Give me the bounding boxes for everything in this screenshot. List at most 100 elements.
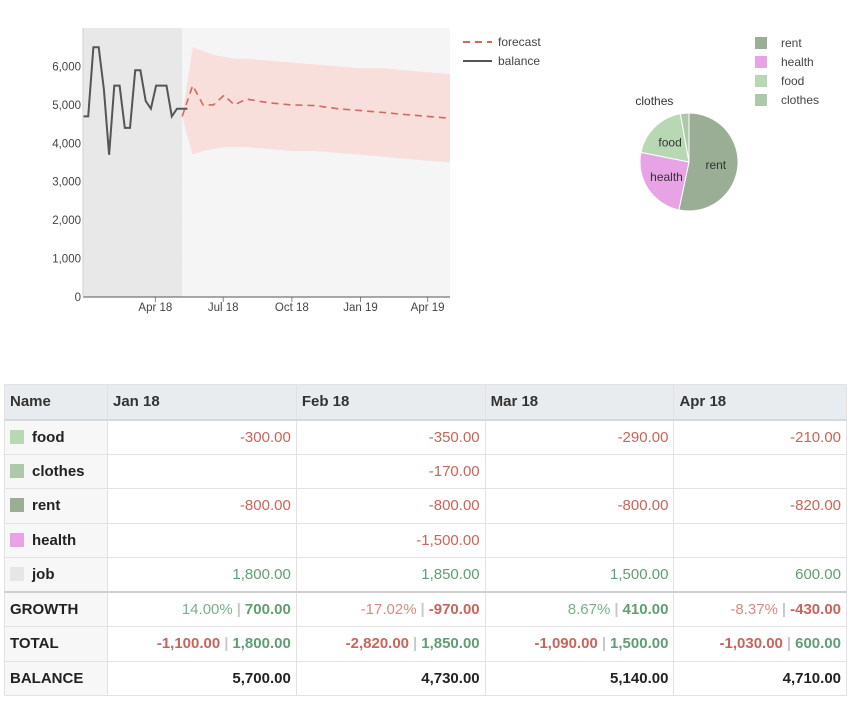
category-cell[interactable]: health xyxy=(4,522,108,558)
growth-label: GROWTH xyxy=(4,591,108,627)
table-row: rent -800.00 -800.00 -800.00 -820.00 xyxy=(4,488,847,524)
amount-cell[interactable]: -800.00 xyxy=(484,488,675,524)
y-tick-label: 4,000 xyxy=(52,138,81,150)
column-header-month[interactable]: Jan 18 xyxy=(107,384,297,421)
amount-cell[interactable]: -170.00 xyxy=(295,453,486,489)
amount-value: -820.00 xyxy=(790,497,841,515)
amount-cell[interactable]: -1,500.00 xyxy=(295,522,486,558)
pie-legend-label[interactable]: clothes xyxy=(781,93,819,107)
amount-cell[interactable] xyxy=(107,453,297,489)
pie-slice-clothes[interactable] xyxy=(679,112,690,163)
growth-percent: -17.02% xyxy=(360,601,417,618)
balance-cell[interactable]: 4,730.00 xyxy=(295,660,486,696)
y-tick-label: 2,000 xyxy=(52,215,81,227)
pie-legend-label[interactable]: food xyxy=(781,74,804,88)
legend-label[interactable]: balance xyxy=(498,54,540,68)
amount-value: -800.00 xyxy=(617,497,669,515)
amount-cell[interactable] xyxy=(107,522,297,558)
growth-amount: 700.00 xyxy=(244,601,291,618)
category-name: clothes xyxy=(32,462,85,480)
growth-amount: -970.00 xyxy=(428,601,480,618)
category-name: food xyxy=(32,428,65,446)
amount-value: -350.00 xyxy=(428,428,480,446)
category-name: rent xyxy=(32,497,61,515)
y-tick-label: 1,000 xyxy=(52,254,81,266)
pie-legend-label[interactable]: rent xyxy=(781,36,802,50)
amount-cell[interactable]: 1,850.00 xyxy=(295,557,486,593)
column-header-month[interactable]: Mar 18 xyxy=(484,384,675,421)
amount-value: -800.00 xyxy=(428,497,480,515)
growth-cell[interactable]: 14.00% | 700.00 xyxy=(107,591,297,627)
category-cell[interactable]: food xyxy=(4,419,108,455)
total-cell[interactable]: -2,820.00 | 1,850.00 xyxy=(295,626,486,662)
pie-slice-rent[interactable] xyxy=(678,112,739,212)
y-tick-label: 6,000 xyxy=(52,61,81,73)
total-cell[interactable]: -1,090.00 | 1,500.00 xyxy=(484,626,675,662)
table-row: job 1,800.00 1,850.00 1,500.00 600.00 xyxy=(4,557,847,593)
category-cell[interactable]: rent xyxy=(4,488,108,524)
pie-slice-health[interactable] xyxy=(639,151,690,211)
amount-value: 600.00 xyxy=(795,566,841,583)
growth-cell[interactable]: 8.67% | 410.00 xyxy=(484,591,675,627)
growth-cell[interactable]: -17.02% | -970.00 xyxy=(295,591,486,627)
pie-legend-label[interactable]: health xyxy=(781,55,814,69)
amount-cell[interactable]: -300.00 xyxy=(107,419,297,455)
budget-table: Name Jan 18 Feb 18 Mar 18 Apr 18 food -30… xyxy=(4,384,847,696)
amount-cell[interactable]: -290.00 xyxy=(484,419,675,455)
amount-cell[interactable]: 1,500.00 xyxy=(484,557,675,593)
separator: | xyxy=(413,635,418,653)
amount-cell[interactable] xyxy=(484,453,675,489)
amount-cell[interactable]: 1,800.00 xyxy=(107,557,297,593)
column-header-month[interactable]: Apr 18 xyxy=(673,384,847,421)
table-row: health -1,500.00 xyxy=(4,522,847,558)
pie-legend-swatch[interactable] xyxy=(755,56,767,68)
amount-cell[interactable]: -800.00 xyxy=(107,488,297,524)
balance-row: BALANCE 5,700.00 4,730.00 5,140.00 4,710.00 xyxy=(4,660,847,696)
total-income: 1,800.00 xyxy=(232,635,291,653)
amount-value: 1,500.00 xyxy=(610,566,669,583)
x-tick-label: Jul 18 xyxy=(208,302,239,314)
x-tick-label: Apr 18 xyxy=(138,302,172,314)
category-color-swatch xyxy=(10,532,24,547)
amount-cell[interactable] xyxy=(484,522,675,558)
legend-label[interactable]: forecast xyxy=(498,35,541,49)
amount-cell[interactable]: -800.00 xyxy=(295,488,486,524)
balance-forecast-chart: 0 1,000 2,000 3,000 4,000 5,000 6,000 Apr 18 Jul… xyxy=(52,28,541,314)
amount-value: 1,850.00 xyxy=(421,566,480,583)
column-header-name[interactable]: Name xyxy=(4,384,108,421)
growth-cell[interactable]: -8.37% | -430.00 xyxy=(673,591,847,627)
separator: | xyxy=(614,601,619,618)
balance-cell[interactable]: 5,700.00 xyxy=(107,660,297,696)
total-cell[interactable]: -1,100.00 | 1,800.00 xyxy=(107,626,297,662)
x-tick-label: Jan 19 xyxy=(343,302,378,314)
amount-cell[interactable] xyxy=(673,522,847,558)
separator: | xyxy=(601,635,607,653)
growth-amount: 410.00 xyxy=(622,601,669,618)
pie-legend-swatch[interactable] xyxy=(755,37,767,49)
pie-slice-food[interactable] xyxy=(640,113,690,163)
column-header-month[interactable]: Feb 18 xyxy=(295,384,486,421)
total-cell[interactable]: -1,030.00 | 600.00 xyxy=(673,626,847,662)
amount-cell[interactable] xyxy=(673,453,847,489)
amount-value: -170.00 xyxy=(428,462,480,480)
pie-legend-swatch[interactable] xyxy=(755,75,767,87)
amount-cell[interactable]: 600.00 xyxy=(673,557,847,593)
pie-slice-label: food xyxy=(658,136,681,150)
balance-series-line xyxy=(83,46,188,155)
category-cell[interactable]: clothes xyxy=(4,453,108,489)
amount-cell[interactable]: -350.00 xyxy=(295,419,486,455)
separator: | xyxy=(420,601,425,618)
pie-legend-swatch[interactable] xyxy=(755,94,767,106)
balance-label: BALANCE xyxy=(4,660,108,696)
total-expense: -2,820.00 xyxy=(345,635,410,653)
pie-slice-label: clothes xyxy=(635,94,673,108)
amount-value: -300.00 xyxy=(239,428,291,446)
balance-cell[interactable]: 4,710.00 xyxy=(673,660,847,696)
category-cell[interactable]: job xyxy=(4,557,108,593)
separator: | xyxy=(236,601,241,618)
y-tick-label: 3,000 xyxy=(52,177,81,189)
amount-cell[interactable]: -820.00 xyxy=(673,488,847,524)
balance-cell[interactable]: 5,140.00 xyxy=(484,660,675,696)
amount-cell[interactable]: -210.00 xyxy=(673,419,847,455)
category-name: job xyxy=(32,566,55,583)
